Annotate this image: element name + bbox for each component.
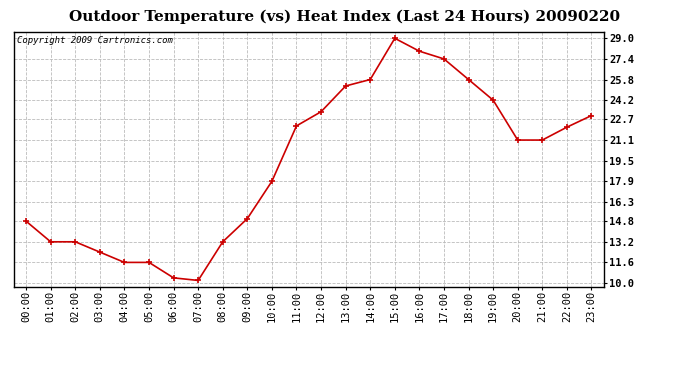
Text: Copyright 2009 Cartronics.com: Copyright 2009 Cartronics.com [17, 36, 172, 45]
Text: Outdoor Temperature (vs) Heat Index (Last 24 Hours) 20090220: Outdoor Temperature (vs) Heat Index (Las… [70, 9, 620, 24]
